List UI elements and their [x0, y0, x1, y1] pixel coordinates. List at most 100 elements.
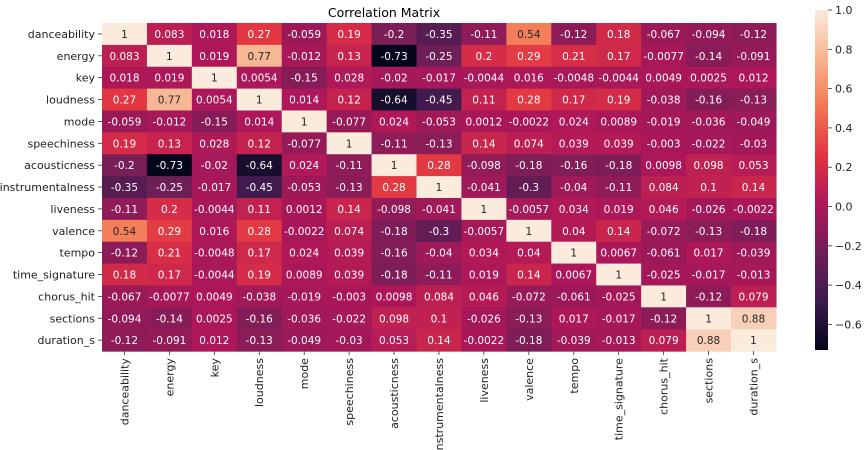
heatmap-cell	[596, 44, 642, 68]
heatmap-cell-label: -0.18	[605, 160, 632, 172]
heatmap-cell-label: 0.54	[517, 29, 541, 41]
heatmap-cell	[371, 66, 418, 90]
heatmap-cell	[461, 176, 507, 199]
heatmap-cell-label: -0.18	[740, 226, 767, 238]
y-tick-label: mode	[64, 115, 95, 128]
heatmap-cell-label: -0.038	[242, 291, 276, 303]
heatmap-cell	[191, 154, 238, 177]
heatmap-cell-label: -0.15	[201, 116, 228, 128]
heatmap-cell	[596, 88, 642, 112]
heatmap-cell-label: -0.0048	[553, 73, 594, 85]
heatmap-cell-label: 0.19	[248, 270, 271, 282]
heatmap-cell-label: -0.059	[108, 116, 142, 128]
heatmap-cell-label: -0.041	[422, 204, 456, 216]
heatmap-cell	[686, 329, 732, 352]
heatmap-cell	[506, 219, 552, 243]
y-tick-label: speechiness	[27, 137, 95, 150]
heatmap-cell	[641, 110, 687, 133]
heatmap-cell-label: 0.079	[738, 291, 768, 303]
heatmap-cell	[506, 23, 552, 46]
heatmap-cell-label: -0.16	[380, 248, 407, 260]
heatmap-cell-label: 0.0025	[690, 73, 727, 85]
heatmap-cell	[191, 44, 238, 68]
heatmap-cell	[236, 110, 283, 133]
heatmap-cell-label: -0.35	[425, 29, 452, 41]
heatmap-cell	[191, 197, 238, 221]
heatmap-cell-label: -0.013	[737, 270, 771, 282]
heatmap-cell-label: 1	[211, 73, 218, 85]
heatmap-cell-label: 0.17	[158, 270, 181, 282]
heatmap-cell	[146, 263, 193, 287]
heatmap-cell-label: 0.88	[697, 335, 720, 347]
heatmap-cell-label: 1	[256, 95, 263, 107]
heatmap-cell-label: 0.053	[379, 335, 409, 347]
heatmap-cell	[506, 132, 552, 155]
heatmap-cell-label: 0.024	[379, 116, 409, 128]
heatmap-cell	[731, 285, 777, 308]
heatmap-cell	[326, 66, 373, 90]
heatmap-cell	[641, 197, 687, 221]
heatmap-cell	[686, 44, 732, 68]
heatmap-cell	[146, 110, 193, 133]
heatmap-cell-label: -0.036	[692, 116, 726, 128]
colorbar-tick-label: 1.0	[835, 4, 853, 17]
y-tick-label: danceability	[28, 28, 96, 41]
heatmap-cell	[146, 88, 193, 112]
heatmap-cell	[281, 23, 328, 46]
heatmap-cell-label: 0.074	[334, 226, 364, 238]
heatmap-cell-label: 0.14	[427, 335, 451, 347]
heatmap-cell	[371, 132, 418, 155]
heatmap-cell	[281, 88, 328, 112]
heatmap-cell-label: -0.25	[425, 51, 452, 63]
colorbar-tick-label: −0.4	[835, 279, 862, 292]
heatmap-cell-label: 1	[301, 116, 308, 128]
heatmap-cell	[641, 66, 687, 90]
heatmap-cell-label: 0.046	[649, 204, 679, 216]
heatmap-cell-label: -0.025	[602, 291, 636, 303]
heatmap-cell	[371, 154, 418, 177]
heatmap-cell	[102, 263, 148, 287]
heatmap-cell-label: 0.0012	[466, 116, 503, 128]
heatmap-cell-label: 0.046	[469, 291, 499, 303]
heatmap-cell-label: -0.14	[695, 51, 722, 63]
heatmap-cell-label: 0.54	[113, 226, 137, 238]
heatmap-cell	[596, 197, 642, 221]
heatmap-cell-label: -0.13	[695, 226, 722, 238]
heatmap-cell	[371, 44, 418, 68]
heatmap-cell-label: -0.0044	[194, 204, 235, 216]
heatmap-cell-label: 0.024	[289, 248, 319, 260]
heatmap-cell	[686, 154, 732, 177]
x-tick-label: time_signature	[613, 358, 626, 440]
heatmap-cell	[146, 176, 193, 199]
heatmap-cell	[686, 23, 732, 46]
heatmap-cell-label: 0.2	[476, 51, 493, 63]
colorbar-tick-label: 0.2	[835, 161, 853, 174]
heatmap-cell	[281, 285, 328, 308]
heatmap-cell	[641, 23, 687, 46]
heatmap-cell	[371, 263, 418, 287]
heatmap-cell-label: 0.0098	[645, 160, 682, 172]
heatmap-cell-label: 0.014	[244, 116, 274, 128]
heatmap-cell	[551, 88, 597, 112]
heatmap-cell	[236, 44, 283, 68]
heatmap-cell	[596, 110, 642, 133]
x-tick-label: tempo	[568, 358, 581, 394]
heatmap-cell	[686, 285, 732, 308]
heatmap-cell-label: -0.18	[380, 226, 407, 238]
colorbar-tick-label: −0.6	[835, 318, 862, 331]
heatmap-cell	[461, 285, 507, 308]
heatmap-cell-label: 0.039	[604, 138, 634, 150]
heatmap-cell	[506, 197, 552, 221]
heatmap-cell-label: -0.02	[201, 160, 228, 172]
heatmap-cell-label: -0.14	[156, 313, 183, 325]
heatmap-cell	[102, 329, 148, 352]
heatmap-cell	[281, 176, 328, 199]
heatmap-cell-label: -0.067	[108, 291, 142, 303]
heatmap-cell-label: -0.03	[336, 335, 363, 347]
heatmap-cell-label: -0.11	[336, 160, 363, 172]
heatmap-cell-label: -0.13	[515, 313, 542, 325]
heatmap-cell-label: -0.18	[515, 335, 542, 347]
heatmap-cell-label: -0.12	[111, 248, 138, 260]
heatmap-cell	[191, 110, 238, 133]
heatmap-cell	[236, 307, 283, 330]
